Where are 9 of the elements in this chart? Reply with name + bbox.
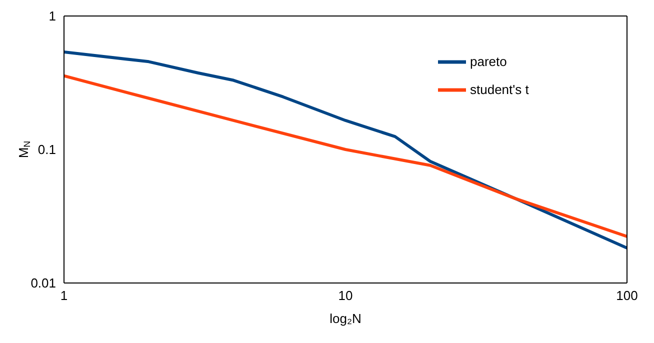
x-axis-title: log₂N [330,311,362,326]
legend-label: student's t [470,82,529,98]
x-tick-label: 1 [60,288,68,304]
y-tick-label: 0.1 [38,142,56,158]
legend-label: pareto [470,54,507,70]
y-tick-label: 1 [48,8,56,24]
x-tick-label: 10 [338,288,353,304]
x-tick-label: 100 [616,288,638,304]
y-tick-label: 0.01 [30,276,56,291]
